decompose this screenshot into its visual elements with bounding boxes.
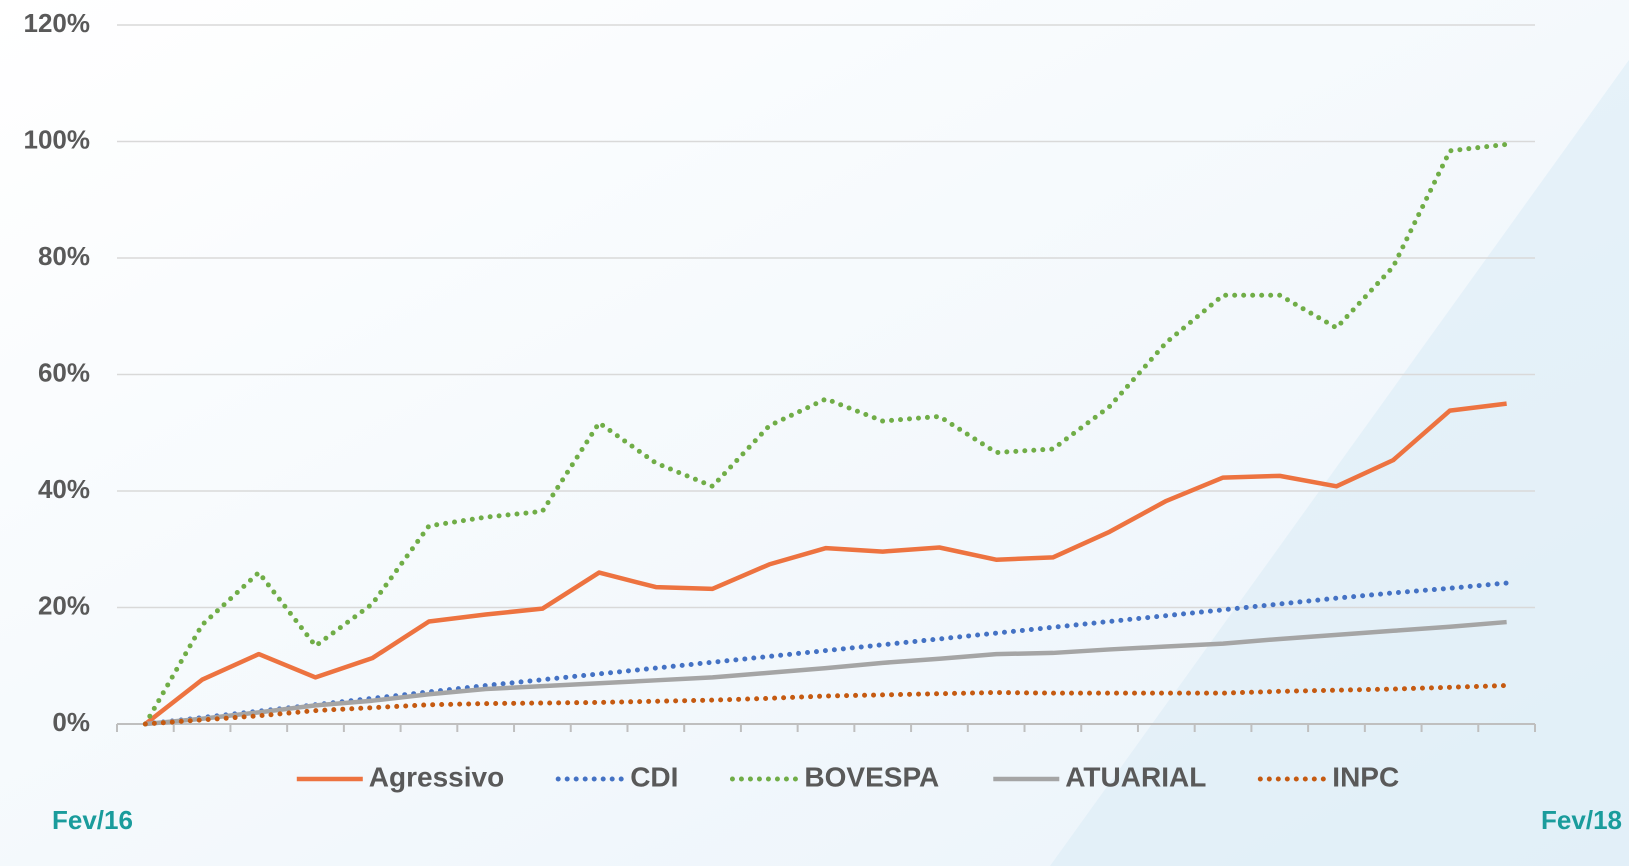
series-line [145, 619, 1507, 727]
y-tick-label: 100% [24, 124, 91, 154]
legend-label: BOVESPA [804, 761, 939, 792]
series-line [143, 401, 1507, 726]
y-tick-label: 60% [38, 357, 90, 387]
y-tick-label: 20% [38, 590, 90, 620]
series-line [142, 580, 1510, 727]
x-tick-label: Fev/18 [1541, 805, 1622, 835]
legend-label: CDI [630, 761, 678, 792]
y-tick-label: 80% [38, 241, 90, 271]
y-tick-label: 40% [38, 474, 90, 504]
series-line [142, 683, 1510, 727]
legend-label: Agressivo [369, 761, 504, 792]
y-tick-label: 120% [24, 8, 91, 38]
legend-label: INPC [1332, 761, 1399, 792]
background-shape [1050, 60, 1629, 866]
y-tick-label: 0% [52, 707, 90, 737]
x-tick-label: Fev/16 [52, 805, 133, 835]
series-line [142, 141, 1510, 727]
legend-label: ATUARIAL [1065, 761, 1206, 792]
